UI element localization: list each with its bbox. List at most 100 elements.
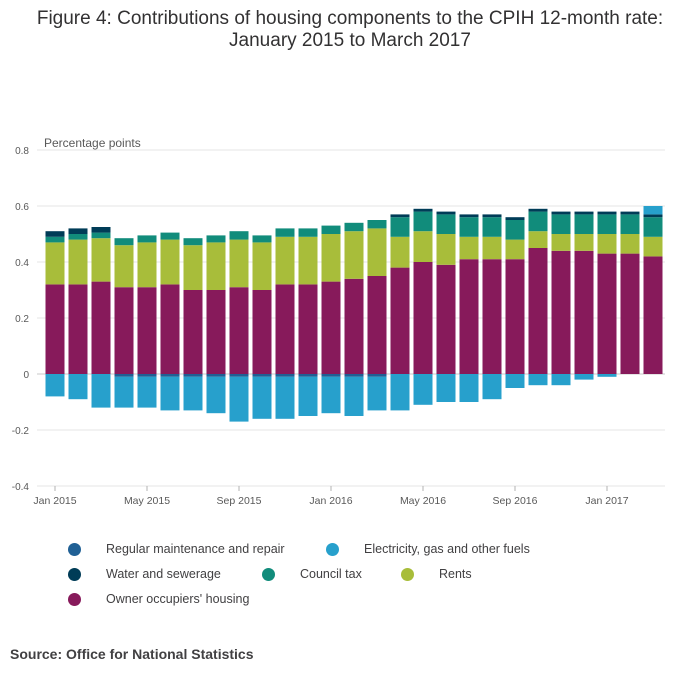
- x-tick-label: Jan 2015: [33, 495, 76, 507]
- bar-segment: [45, 374, 65, 397]
- bar-segment: [321, 225, 341, 234]
- bar-segment: [321, 281, 341, 374]
- y-tick-label: -0.2: [12, 426, 30, 437]
- bar-segment: [597, 234, 617, 254]
- bar-segment: [620, 253, 640, 374]
- bar-segment: [413, 231, 433, 262]
- bar-segment: [367, 376, 387, 411]
- bar-segment: [160, 232, 180, 240]
- bar-segment: [528, 231, 548, 248]
- bar-segment: [413, 211, 433, 232]
- bar-segment: [367, 220, 387, 229]
- bar-segment: [91, 281, 111, 374]
- bar-segment: [68, 234, 88, 240]
- bar-segment: [229, 231, 249, 240]
- bar-segment: [68, 374, 88, 400]
- bar-segment: [275, 374, 295, 377]
- bar-segment: [344, 374, 364, 377]
- bar-segment: [91, 238, 111, 282]
- bar-segment: [114, 287, 134, 374]
- bar-segment: [528, 208, 548, 212]
- bar-segment: [459, 259, 479, 374]
- bar-segment: [137, 235, 157, 243]
- legend-swatch-electricity: [326, 543, 339, 556]
- chart-title: Figure 4: Contributions of housing compo…: [0, 8, 700, 52]
- bar-segment: [482, 259, 502, 374]
- bar-segment: [597, 374, 617, 377]
- bar-segment: [114, 374, 134, 377]
- bar-segment: [367, 228, 387, 276]
- bar-segment: [505, 374, 525, 388]
- source-note: Source: Office for National Statistics: [10, 646, 254, 662]
- bar-segment: [321, 376, 341, 414]
- bar-segment: [413, 208, 433, 212]
- bar-segment: [229, 287, 249, 374]
- bar-segment: [551, 214, 571, 234]
- bar-segment: [229, 239, 249, 288]
- bar-segment: [45, 236, 65, 243]
- bar-segment: [390, 374, 410, 411]
- bar-segment: [275, 284, 295, 374]
- bar-segment: [206, 374, 226, 377]
- bar-segment: [643, 206, 663, 215]
- bar-segment: [643, 236, 663, 257]
- bar-segment: [367, 374, 387, 377]
- x-tick-label: Jan 2016: [309, 495, 352, 507]
- bar-segment: [574, 374, 594, 380]
- legend-label-electricity: Electricity, gas and other fuels: [364, 542, 530, 556]
- bar-segment: [505, 239, 525, 260]
- bar-segment: [390, 217, 410, 237]
- bar-segment: [574, 211, 594, 215]
- y-tick-label: 0.4: [15, 258, 29, 269]
- bar-segment: [206, 376, 226, 414]
- x-tick-label: May 2016: [400, 495, 446, 507]
- bar-segment: [597, 214, 617, 234]
- bar-segment: [252, 290, 272, 374]
- bar-segment: [114, 376, 134, 408]
- bar-segment: [183, 376, 203, 411]
- bar-segment: [551, 211, 571, 215]
- bar-segment: [597, 253, 617, 374]
- bar-segment: [597, 211, 617, 215]
- bar-segment: [137, 374, 157, 377]
- bar-segment: [298, 376, 318, 416]
- bar-segment: [183, 245, 203, 290]
- bar-segment: [574, 250, 594, 374]
- legend-swatch-rents: [401, 568, 414, 581]
- bar-segment: [459, 374, 479, 402]
- bar-segment: [160, 239, 180, 285]
- x-tick-label: Sep 2016: [493, 495, 538, 507]
- legend-swatch-water: [68, 568, 81, 581]
- bar-segment: [91, 227, 111, 233]
- bar-segment: [482, 374, 502, 400]
- bar-segment: [160, 374, 180, 377]
- bar-segment: [68, 284, 88, 374]
- bar-segment: [436, 234, 456, 265]
- x-tick-label: Jan 2017: [585, 495, 628, 507]
- bar-segment: [436, 211, 456, 215]
- bar-segment: [436, 374, 456, 402]
- bar-segment: [551, 374, 571, 386]
- bar-segment: [482, 214, 502, 218]
- bar-segment: [482, 236, 502, 260]
- bar-segment: [528, 374, 548, 386]
- bar-segment: [275, 228, 295, 237]
- bar-segment: [298, 374, 318, 377]
- bar-segment: [551, 250, 571, 374]
- legend-label-council-tax: Council tax: [300, 567, 362, 581]
- bar-segment: [275, 376, 295, 419]
- y-tick-label: 0.2: [15, 314, 29, 325]
- legend-label-rents: Rents: [439, 567, 472, 581]
- bar-segment: [390, 214, 410, 218]
- bar-segment: [137, 376, 157, 408]
- bar-segment: [45, 242, 65, 285]
- bar-segment: [436, 214, 456, 234]
- bar-segment: [114, 245, 134, 288]
- bar-segment: [160, 376, 180, 411]
- bar-segment: [459, 236, 479, 260]
- bar-segment: [137, 287, 157, 374]
- x-tick-label: May 2015: [124, 495, 170, 507]
- bar-segment: [643, 256, 663, 374]
- bar-segment: [68, 228, 88, 234]
